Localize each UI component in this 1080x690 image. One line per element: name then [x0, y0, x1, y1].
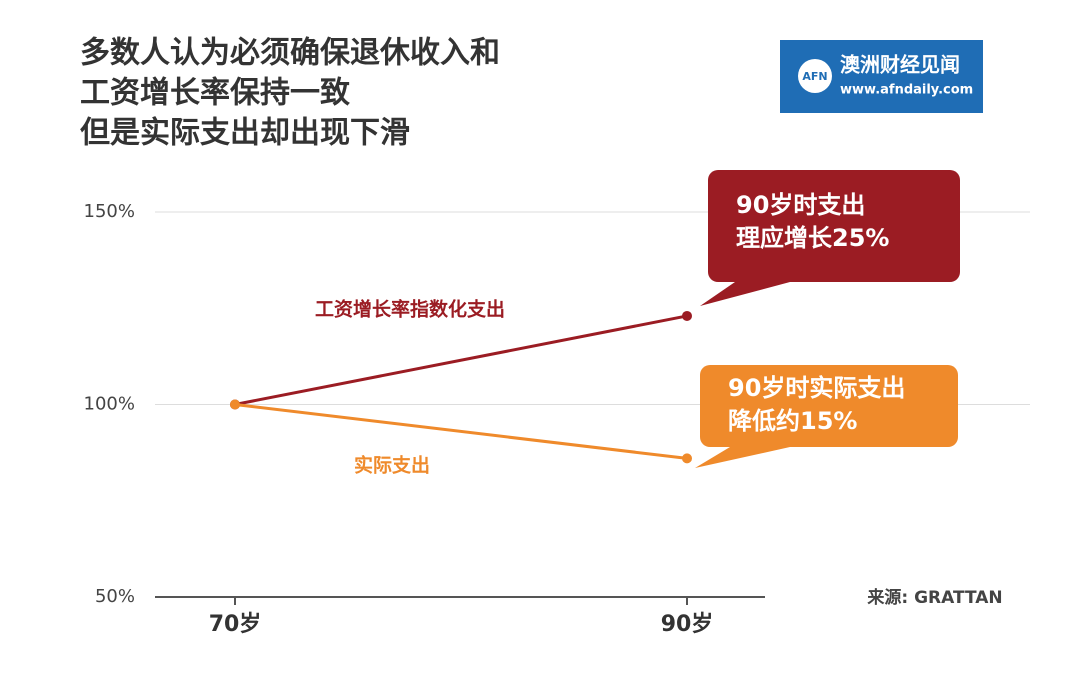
series-line — [234, 403, 688, 460]
y-tick-label: 50% — [95, 586, 135, 607]
y-tick-label: 100% — [84, 394, 135, 415]
logo: AFN 澳洲财经见闻 www.afndaily.com — [780, 40, 983, 113]
callout-text: 90岁时支出 — [736, 191, 865, 219]
source: 来源: GRATTAN — [866, 587, 1002, 608]
point — [682, 453, 692, 464]
logo-name: 澳洲财经见闻 — [840, 53, 960, 77]
chart-title: 工资增长率保持一致 — [80, 76, 350, 111]
point — [682, 310, 692, 321]
callout-box — [700, 365, 958, 447]
series-label: 实际支出 — [354, 454, 430, 477]
callout-tail — [700, 282, 790, 306]
logo-circle — [798, 59, 832, 93]
chart-title: 多数人认为必须确保退休收入和 — [80, 36, 500, 71]
callout-box — [708, 170, 960, 282]
series-line — [234, 314, 688, 406]
point — [230, 399, 240, 410]
callout-text: 降低约15% — [728, 407, 857, 435]
x-tick-label: 90岁 — [661, 611, 714, 637]
y-tick-label: 150% — [84, 201, 135, 222]
callout-text: 理应增长25% — [736, 224, 889, 252]
series-label: 工资增长率指数化支出 — [315, 298, 505, 321]
callout-text: 90岁时实际支出 — [728, 374, 905, 402]
logo-url: www.afndaily.com — [840, 83, 973, 98]
callout-tail — [695, 447, 790, 468]
logo-mark: AFN — [802, 70, 827, 83]
x-tick-label: 70岁 — [209, 611, 262, 637]
chart-title: 但是实际支出却出现下滑 — [80, 116, 410, 151]
